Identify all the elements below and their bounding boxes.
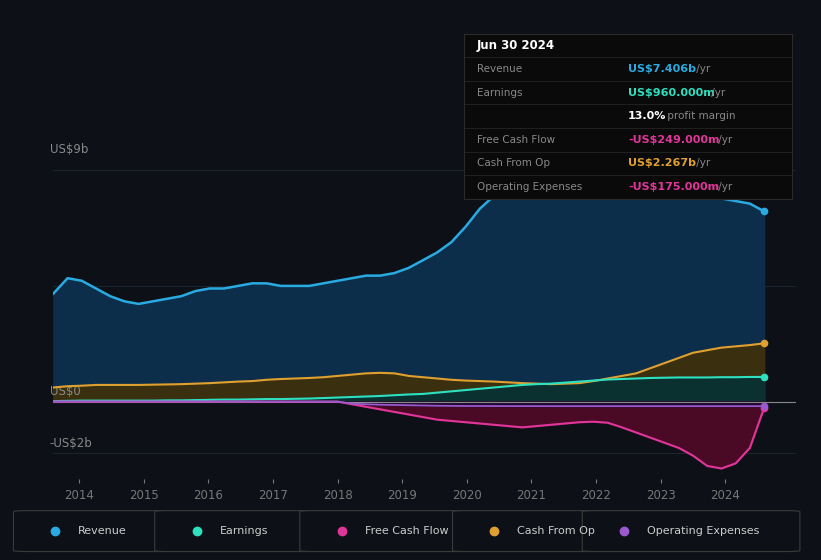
- Text: US$0: US$0: [49, 385, 80, 398]
- FancyBboxPatch shape: [13, 511, 177, 552]
- Text: -US$175.000m: -US$175.000m: [628, 182, 719, 192]
- Text: /yr: /yr: [693, 158, 710, 169]
- Text: Operating Expenses: Operating Expenses: [477, 182, 582, 192]
- Text: /yr: /yr: [693, 64, 710, 74]
- Text: /yr: /yr: [715, 182, 732, 192]
- FancyBboxPatch shape: [300, 511, 475, 552]
- Text: profit margin: profit margin: [664, 111, 736, 121]
- Text: Operating Expenses: Operating Expenses: [647, 526, 759, 535]
- Text: US$2.267b: US$2.267b: [628, 158, 696, 169]
- Text: Jun 30 2024: Jun 30 2024: [477, 39, 555, 52]
- Text: -US$249.000m: -US$249.000m: [628, 135, 719, 145]
- Text: 13.0%: 13.0%: [628, 111, 667, 121]
- FancyBboxPatch shape: [154, 511, 323, 552]
- Text: US$960.000m: US$960.000m: [628, 87, 715, 97]
- Text: US$7.406b: US$7.406b: [628, 64, 696, 74]
- Text: Earnings: Earnings: [220, 526, 268, 535]
- Text: /yr: /yr: [715, 135, 732, 145]
- Text: US$9b: US$9b: [49, 143, 88, 156]
- Text: Revenue: Revenue: [477, 64, 522, 74]
- Text: /yr: /yr: [708, 87, 725, 97]
- Text: Free Cash Flow: Free Cash Flow: [477, 135, 555, 145]
- Text: Earnings: Earnings: [477, 87, 522, 97]
- Text: Free Cash Flow: Free Cash Flow: [365, 526, 448, 535]
- Text: Cash From Op: Cash From Op: [517, 526, 595, 535]
- FancyBboxPatch shape: [452, 511, 605, 552]
- Text: Cash From Op: Cash From Op: [477, 158, 550, 169]
- Text: Revenue: Revenue: [78, 526, 127, 535]
- Text: -US$2b: -US$2b: [49, 437, 93, 450]
- FancyBboxPatch shape: [582, 511, 800, 552]
